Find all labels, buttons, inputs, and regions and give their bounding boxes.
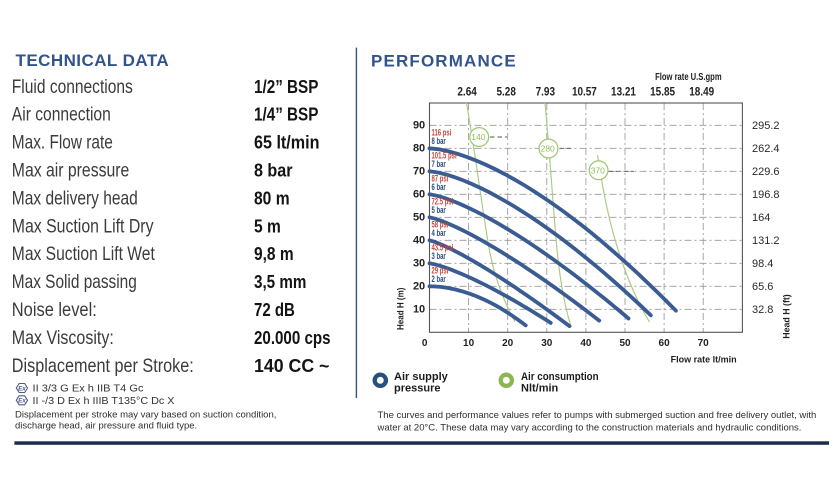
svg-text:196.8: 196.8 <box>752 189 780 201</box>
svg-text:8 bar: 8 bar <box>432 136 447 146</box>
svg-text:Flow rate U.S.gpm: Flow rate U.S.gpm <box>655 71 722 83</box>
svg-text:Max Suction Lift Wet: Max Suction Lift Wet <box>12 243 155 265</box>
svg-text:70: 70 <box>413 166 425 178</box>
svg-text:10: 10 <box>413 304 425 316</box>
svg-text:131.2: 131.2 <box>752 235 780 247</box>
svg-text:32.8: 32.8 <box>752 304 773 316</box>
svg-text:40: 40 <box>580 338 592 349</box>
svg-text:Ex: Ex <box>18 385 26 392</box>
svg-text:116 psi: 116 psi <box>432 128 452 138</box>
svg-text:18.49: 18.49 <box>689 84 714 98</box>
svg-text:4 bar: 4 bar <box>432 228 447 238</box>
svg-text:15.85: 15.85 <box>650 84 675 98</box>
svg-text:50: 50 <box>413 212 425 224</box>
svg-text:370: 370 <box>591 165 605 175</box>
svg-text:0: 0 <box>422 338 428 349</box>
svg-text:30: 30 <box>541 338 553 349</box>
svg-text:140 CC ~: 140 CC ~ <box>254 355 330 376</box>
svg-text:Max Suction Lift Dry: Max Suction Lift Dry <box>12 215 154 237</box>
svg-text:70: 70 <box>698 338 710 349</box>
svg-text:8 bar: 8 bar <box>254 160 293 181</box>
svg-text:Nlt/min: Nlt/min <box>521 383 559 395</box>
svg-text:Max air pressure: Max air pressure <box>12 160 130 182</box>
svg-text:98.4: 98.4 <box>752 258 773 270</box>
svg-text:TECHNICAL DATA: TECHNICAL DATA <box>16 51 170 70</box>
svg-text:II -/3 D Ex h IIIB T135°C Dc X: II -/3 D Ex h IIIB T135°C Dc X <box>33 396 175 407</box>
svg-text:Noise level:: Noise level: <box>12 299 97 321</box>
svg-text:164: 164 <box>752 212 770 224</box>
svg-text:60: 60 <box>413 189 425 201</box>
svg-text:Head H (m): Head H (m) <box>396 288 407 331</box>
svg-text:Head H (ft): Head H (ft) <box>782 294 793 339</box>
svg-text:72 dB: 72 dB <box>254 299 295 320</box>
svg-text:87 psi: 87 psi <box>432 174 449 184</box>
svg-text:pressure: pressure <box>394 383 440 395</box>
svg-text:The curves and performance val: The curves and performance values refer … <box>378 410 817 421</box>
svg-text:Air supply: Air supply <box>394 371 449 383</box>
svg-text:Fluid connections: Fluid connections <box>12 76 133 98</box>
svg-text:20: 20 <box>502 338 514 349</box>
svg-text:262.4: 262.4 <box>752 143 780 155</box>
svg-text:101.5 psi: 101.5 psi <box>432 151 457 161</box>
svg-text:20: 20 <box>413 281 425 293</box>
svg-text:5.28: 5.28 <box>497 84 517 98</box>
svg-text:Max. Flow rate: Max. Flow rate <box>12 132 113 154</box>
svg-text:Max delivery head: Max delivery head <box>12 187 138 209</box>
svg-text:10: 10 <box>463 338 475 349</box>
svg-text:43.5 psi: 43.5 psi <box>432 243 454 253</box>
svg-text:10.57: 10.57 <box>572 84 597 98</box>
svg-text:2 bar: 2 bar <box>432 274 447 284</box>
svg-text:90: 90 <box>413 120 425 132</box>
svg-text:6 bar: 6 bar <box>432 182 447 192</box>
svg-text:30: 30 <box>413 258 425 270</box>
svg-text:229.6: 229.6 <box>752 166 780 178</box>
svg-text:2.64: 2.64 <box>457 84 477 98</box>
svg-text:280: 280 <box>541 144 555 154</box>
svg-text:40: 40 <box>413 235 425 247</box>
svg-text:5 m: 5 m <box>254 215 281 236</box>
svg-text:II 3/3 G Ex h IIB T4 Gc: II 3/3 G Ex h IIB T4 Gc <box>33 384 144 395</box>
svg-text:13.21: 13.21 <box>611 84 636 98</box>
svg-text:Displacement per stroke may va: Displacement per stroke may vary based o… <box>15 410 276 421</box>
svg-text:140: 140 <box>471 132 485 142</box>
svg-text:50: 50 <box>619 338 631 349</box>
svg-text:Max Viscosity:: Max Viscosity: <box>12 327 114 349</box>
svg-text:295.2: 295.2 <box>752 120 780 132</box>
svg-text:9,8 m: 9,8 m <box>254 243 294 264</box>
svg-text:discharge head, air pressure a: discharge head, air pressure and fluid t… <box>15 421 197 432</box>
svg-text:Air connection: Air connection <box>12 104 111 126</box>
svg-text:80: 80 <box>413 143 425 155</box>
svg-text:Displacement per Stroke:: Displacement per Stroke: <box>12 355 194 377</box>
svg-text:Max Solid passing: Max Solid passing <box>12 271 137 293</box>
svg-text:Ex: Ex <box>18 398 26 405</box>
svg-text:80 m: 80 m <box>254 187 290 208</box>
svg-text:PERFORMANCE: PERFORMANCE <box>371 51 517 70</box>
svg-text:72.5 psi: 72.5 psi <box>432 197 454 207</box>
svg-text:Flow rate lt/min: Flow rate lt/min <box>671 355 737 366</box>
svg-text:3,5 mm: 3,5 mm <box>254 271 306 292</box>
svg-text:7 bar: 7 bar <box>432 159 447 169</box>
svg-text:65.6: 65.6 <box>752 281 773 293</box>
svg-text:20.000 cps: 20.000 cps <box>254 327 331 348</box>
svg-text:1/4” BSP: 1/4” BSP <box>254 104 318 125</box>
svg-text:3 bar: 3 bar <box>432 251 447 261</box>
svg-text:1/2” BSP: 1/2” BSP <box>254 76 318 97</box>
svg-text:7.93: 7.93 <box>536 84 556 98</box>
svg-text:65 lt/min: 65 lt/min <box>254 132 320 153</box>
svg-text:5 bar: 5 bar <box>432 205 447 215</box>
svg-text:29 psi: 29 psi <box>432 266 449 276</box>
svg-text:60: 60 <box>659 338 671 349</box>
svg-text:Air consumption: Air consumption <box>521 371 599 383</box>
svg-text:58 psi: 58 psi <box>432 220 449 230</box>
svg-text:water at 20°C. These data may: water at 20°C. These data may vary accor… <box>377 422 802 433</box>
